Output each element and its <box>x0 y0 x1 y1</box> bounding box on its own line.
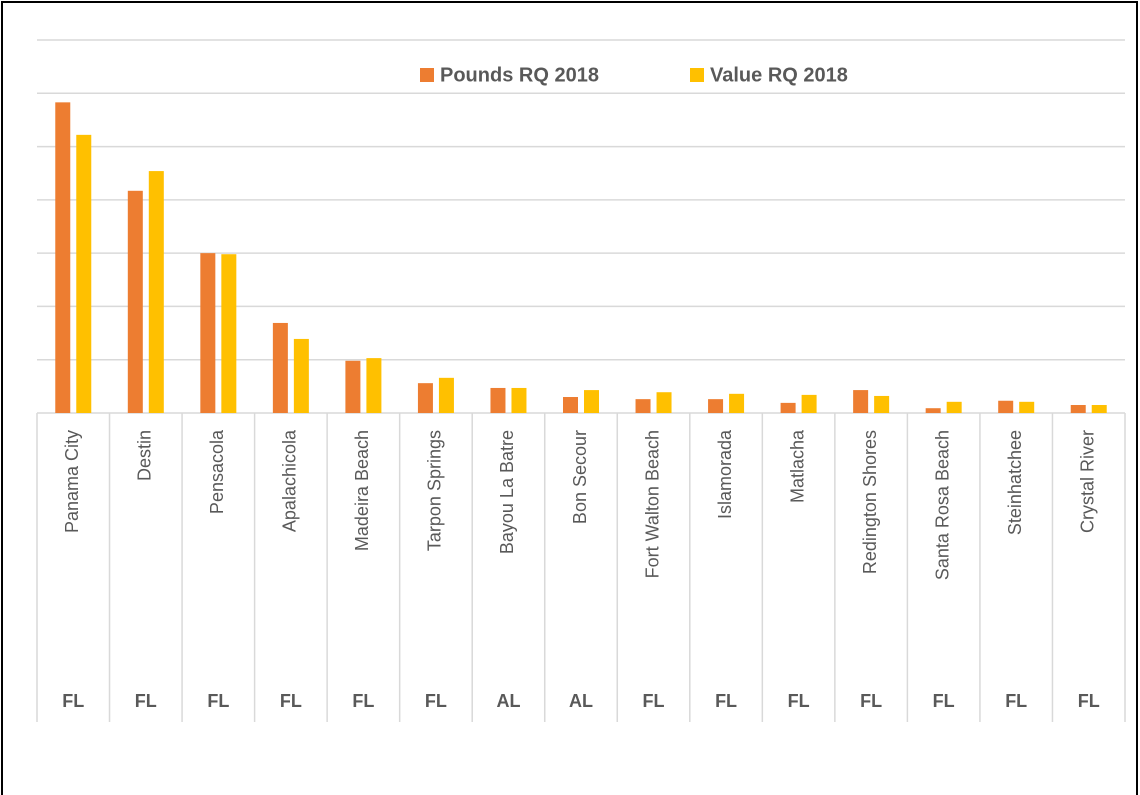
bar <box>366 358 382 413</box>
x-group-label: FL <box>933 691 955 711</box>
x-tick-label: Crystal River <box>1077 430 1097 533</box>
x-group-label: FL <box>715 691 737 711</box>
x-group-label: AL <box>496 691 520 711</box>
bar <box>293 338 309 413</box>
x-group-label: FL <box>643 691 665 711</box>
bar <box>584 390 599 413</box>
bar <box>221 254 237 413</box>
x-group-label: FL <box>1078 691 1100 711</box>
x-group-label: FL <box>860 691 882 711</box>
x-tick-label: Matlacha <box>787 429 807 503</box>
x-tick-label: Destin <box>135 430 155 481</box>
bar <box>200 253 216 413</box>
legend-label: Value RQ 2018 <box>710 64 848 86</box>
bar <box>1019 401 1035 413</box>
bar <box>345 360 361 413</box>
x-group-label: FL <box>207 691 229 711</box>
bar <box>272 322 288 413</box>
x-tick-label: Panama City <box>62 430 82 533</box>
x-group-label: FL <box>280 691 302 711</box>
x-group-label: AL <box>569 691 593 711</box>
x-tick-label: Madeira Beach <box>352 430 372 551</box>
x-tick-label: Apalachicola <box>280 429 300 532</box>
legend-swatch <box>690 68 704 82</box>
x-tick-label: Steinhatchee <box>1005 430 1025 535</box>
bar <box>729 393 745 413</box>
x-tick-label: Redington Shores <box>860 430 880 574</box>
bar <box>417 383 433 413</box>
bar <box>490 387 506 413</box>
bar <box>438 377 454 413</box>
x-group-label: FL <box>788 691 810 711</box>
x-group-label: FL <box>62 691 84 711</box>
bar <box>998 400 1014 413</box>
bar <box>925 408 941 413</box>
x-group-label: FL <box>352 691 374 711</box>
bar <box>635 399 651 413</box>
bar <box>853 390 869 413</box>
x-group-label: FL <box>135 691 157 711</box>
bar <box>127 190 143 413</box>
x-tick-label: Bon Secour <box>570 430 590 524</box>
x-tick-label: Fort Walton Beach <box>642 430 662 578</box>
bar <box>511 387 527 413</box>
bar <box>563 397 578 413</box>
x-group-label: FL <box>425 691 447 711</box>
bar <box>656 392 672 413</box>
bar <box>1070 405 1086 413</box>
x-group-label: FL <box>1005 691 1027 711</box>
bar <box>1091 405 1107 413</box>
bar <box>708 399 724 413</box>
x-tick-label: Santa Rosa Beach <box>932 430 952 580</box>
legend-label: Pounds RQ 2018 <box>440 64 599 86</box>
legend-swatch <box>420 68 434 82</box>
bar <box>801 394 817 413</box>
x-tick-label: Bayou La Batre <box>497 430 517 554</box>
bar <box>76 134 92 413</box>
x-tick-label: Tarpon Springs <box>425 430 445 551</box>
bar <box>780 402 796 413</box>
bar <box>946 401 962 413</box>
bar <box>874 395 890 413</box>
x-tick-label: Islamorada <box>715 429 735 519</box>
bar <box>55 102 71 413</box>
bar <box>148 171 164 413</box>
x-tick-label: Pensacola <box>207 429 227 514</box>
